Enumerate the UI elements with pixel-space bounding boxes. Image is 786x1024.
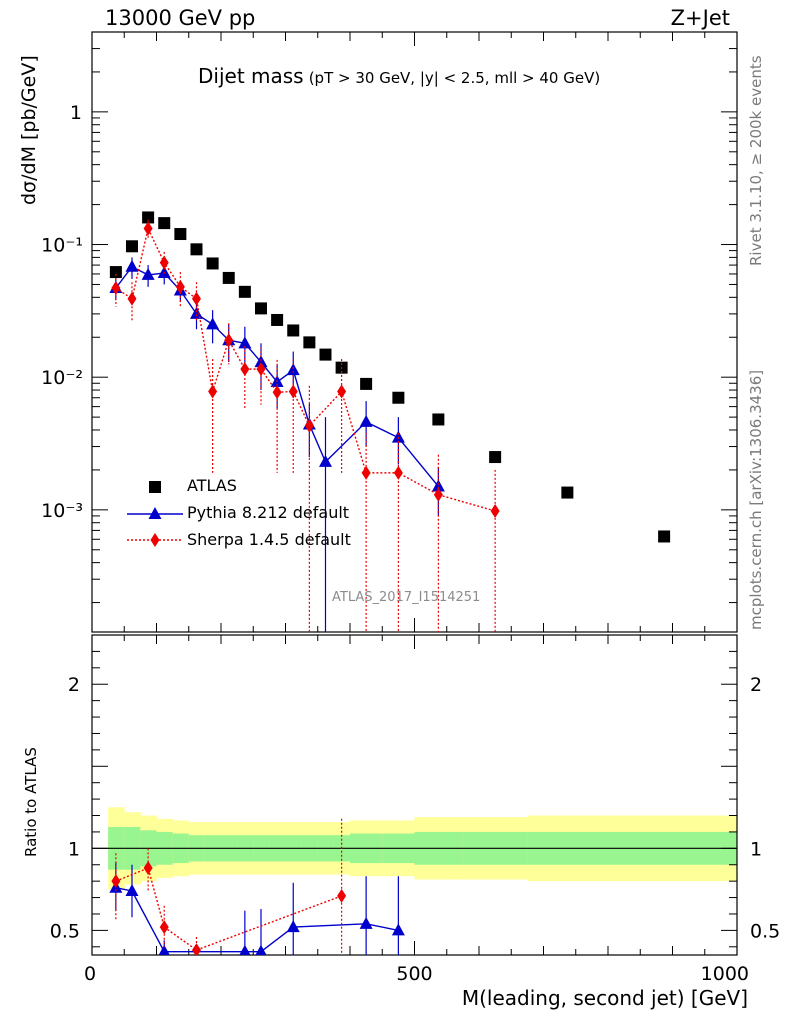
ratio-plot-frame [91,634,738,956]
sherpa-point [288,384,298,399]
atlas-point [319,348,332,361]
atlas-point [222,271,235,284]
legend-marker-atlas [149,481,161,493]
atlas-point [303,336,316,349]
ratio-pythia-point [359,916,373,929]
ratio-pythia-point [125,884,139,896]
legend-marker-pythia [148,507,162,519]
sherpa-point [159,255,169,270]
ratio-pythia-point [255,944,267,955]
ratio-sherpa-point [337,888,347,903]
atlas-point [254,302,267,315]
sherpa-point [127,291,137,306]
atlas-point [489,451,502,464]
ratio-y-tick-label-right: 1 [750,838,762,860]
ratio-pythia-point [286,920,300,933]
legend-label-atlas: ATLAS [187,476,237,495]
sherpa-point [191,291,201,306]
pythia-point [206,317,220,330]
atlas-series [109,211,671,543]
sherpa-point [393,465,403,480]
main-y-tick-label: 10⁻² [41,367,83,389]
x-tick-label: 500 [396,963,432,985]
ratio-y-tick-label-right: 2 [750,674,762,696]
pythia-point [359,414,373,427]
atlas-point [360,377,373,390]
main-y-tick-label: 10⁻³ [41,500,83,522]
pythia-point [286,363,300,376]
legend-label-sherpa: Sherpa 1.4.5 default [187,530,351,549]
atlas-point [432,413,445,426]
sherpa-point [175,279,185,294]
rivet-label: Rivet 3.1.10, ≥ 200k events [747,55,765,266]
ratio-pythia-line [115,887,399,953]
x-axis-label: M(leading, second jet) [GeV] [461,986,748,1010]
pythia-point [125,259,139,272]
ratio-sherpa-point [191,943,201,955]
sherpa-point [272,385,282,400]
atlas-point [174,228,187,241]
sherpa-point [208,384,218,399]
atlas-point [238,285,251,298]
analysis-watermark: ATLAS_2017_I1514251 [332,590,481,605]
sherpa-point [490,504,500,519]
atlas-point [109,266,122,279]
ratio-sherpa-point [159,920,169,935]
sherpa-point [240,362,250,377]
sherpa-point [143,221,153,236]
main-y-axis-label: dσ/dM [pb/GeV] [18,55,40,205]
pythia-point [189,306,203,319]
pythia-point [141,267,155,280]
atlas-point [271,313,284,326]
atlas-point [206,257,219,270]
ratio-y-tick-label-right: 0.5 [750,920,780,942]
sherpa-point [224,333,234,348]
sherpa-series [111,219,500,632]
plot-title: Dijet mass (pT > 30 GeV, |y| < 2.5, mll … [198,64,600,88]
pythia-point [431,479,445,492]
atlas-point [158,217,171,230]
sherpa-point [337,384,347,399]
legend-label-pythia: Pythia 8.212 default [187,503,350,522]
ratio-pythia-point [239,944,251,955]
sherpa-point [111,281,121,296]
ratio-sherpa-point [111,874,121,889]
ratio-y-tick-label: 0.5 [50,920,80,942]
sherpa-point [256,362,266,377]
pythia-point [318,454,332,467]
plot-title-main: Dijet mass [198,64,304,88]
legend-marker-sherpa [150,533,160,547]
atlas-point [392,391,405,404]
ratio-y-tick-label: 2 [68,674,80,696]
atlas-point [287,324,300,337]
ratio-y-tick-label: 1 [68,838,80,860]
header-process: Z+Jet [670,6,730,30]
plot-title-cuts: (pT > 30 GeV, |y| < 2.5, mll > 40 GeV) [308,69,601,87]
atlas-point [561,486,574,499]
mcplots-label: mcplots.cern.ch [arXiv:1306.3436] [747,369,765,630]
x-tick-label: 0 [84,963,96,985]
header-energy: 13000 GeV pp [105,6,256,30]
pythia-point [238,336,252,349]
sherpa-point [304,418,314,433]
ratio-sherpa-series [111,818,347,955]
ratio-pythia-point [391,923,405,936]
sherpa-point [433,487,443,502]
sherpa-point [361,465,371,480]
ratio-pythia-point [158,944,170,955]
pythia-point [391,430,405,443]
main-y-tick-label: 1 [70,102,82,124]
ratio-sherpa-point [143,861,153,876]
ratio-y-axis-label: Ratio to ATLAS [22,747,40,857]
x-tick-label: 1000 [701,963,749,985]
atlas-point [658,530,671,543]
atlas-point [190,243,203,256]
main-y-tick-label: 10⁻¹ [41,235,83,257]
atlas-point [125,240,138,253]
atlas-point [142,211,155,224]
